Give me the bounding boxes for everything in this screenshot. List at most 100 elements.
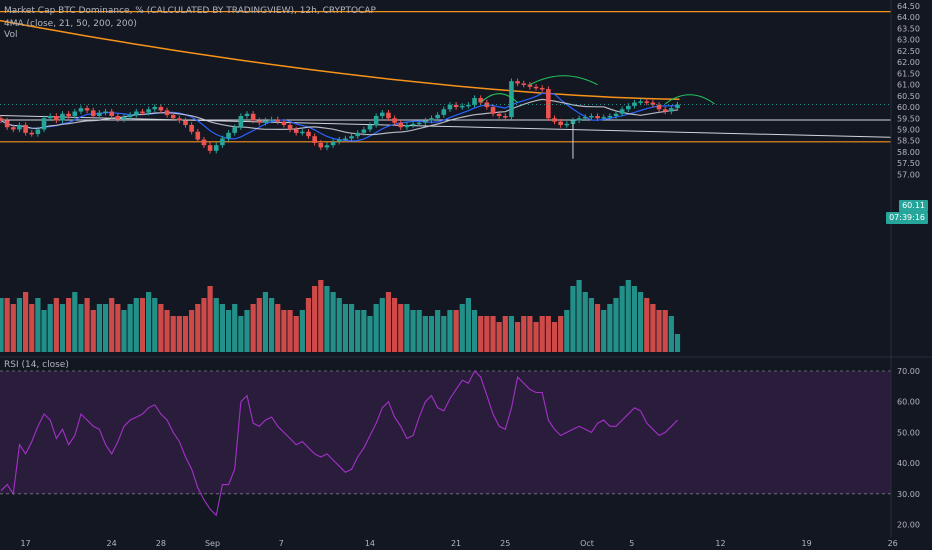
volume-bar bbox=[72, 292, 78, 352]
time-axis-tick-label: 21 bbox=[451, 539, 461, 548]
candle-body bbox=[533, 86, 539, 89]
candle-body bbox=[140, 111, 145, 114]
candle-body bbox=[392, 118, 397, 123]
volume-bar bbox=[78, 304, 84, 352]
candle-body bbox=[35, 129, 41, 134]
price-axis-tick-label: 58.00 bbox=[897, 148, 920, 157]
volume-bar bbox=[324, 286, 330, 352]
price-axis-tick-label: 59.50 bbox=[897, 114, 920, 123]
time-axis-tick-label: 5 bbox=[629, 539, 634, 548]
volume-bar bbox=[66, 298, 72, 352]
volume-bar bbox=[41, 310, 47, 352]
volume-bar bbox=[576, 280, 582, 352]
candle-body bbox=[293, 129, 299, 133]
candle-body bbox=[306, 131, 311, 137]
last-price-tag: 60.11 bbox=[899, 200, 928, 212]
rsi-label[interactable]: RSI (14, close) bbox=[4, 360, 69, 370]
volume-bar bbox=[281, 310, 287, 352]
candle-body bbox=[380, 112, 385, 117]
volume-bar bbox=[484, 316, 490, 352]
candle-body bbox=[121, 117, 127, 120]
volume-bar bbox=[410, 310, 416, 352]
candle-body bbox=[115, 116, 121, 120]
candle-body bbox=[47, 116, 53, 119]
price-axis-tick-label: 57.00 bbox=[897, 170, 920, 179]
volume-bar bbox=[96, 304, 102, 352]
candle-body bbox=[404, 124, 410, 128]
volume-bar bbox=[379, 298, 385, 352]
volume-bar bbox=[502, 316, 508, 352]
candle-body bbox=[300, 131, 305, 134]
candle-body bbox=[183, 120, 188, 125]
candle-body bbox=[361, 129, 367, 133]
volume-bar bbox=[127, 304, 133, 352]
candle-body bbox=[170, 114, 176, 119]
rsi-axis-tick-label: 70.00 bbox=[897, 367, 920, 376]
candle-body bbox=[515, 81, 520, 84]
price-axis-tick-label: 60.00 bbox=[897, 103, 920, 112]
volume-bar bbox=[219, 304, 225, 352]
candle-body bbox=[109, 111, 114, 117]
pattern-arc bbox=[529, 75, 598, 86]
rsi-line bbox=[0, 370, 678, 517]
volume-bar bbox=[588, 298, 594, 352]
candle-body bbox=[466, 104, 471, 107]
volume-bar bbox=[435, 310, 441, 352]
volume-bar bbox=[35, 298, 41, 352]
candle-body bbox=[189, 124, 194, 132]
candle-body bbox=[521, 83, 527, 85]
rsi-axis-tick-label: 50.00 bbox=[897, 428, 920, 437]
candle-body bbox=[373, 116, 379, 125]
candle-body bbox=[244, 113, 250, 117]
volume-bar bbox=[631, 286, 638, 352]
candle-body bbox=[613, 113, 619, 117]
volume-bar bbox=[521, 316, 527, 352]
candle-body bbox=[250, 113, 256, 121]
volume-bar bbox=[607, 304, 613, 352]
rsi-band bbox=[0, 371, 891, 494]
time-axis-tick-label: 12 bbox=[715, 539, 725, 548]
chart-title: Market Cap BTC Dominance, % (CALCULATED … bbox=[4, 6, 376, 16]
volume-bar bbox=[195, 304, 201, 352]
volume-bar bbox=[16, 298, 23, 352]
candle-body bbox=[539, 87, 545, 90]
volume-bar bbox=[90, 310, 96, 352]
volume-bar bbox=[182, 316, 189, 352]
volume-bar bbox=[23, 292, 29, 352]
volume-bar bbox=[545, 316, 551, 352]
candle-body bbox=[226, 132, 231, 139]
volume-bar bbox=[367, 316, 373, 352]
volume-bar bbox=[238, 316, 244, 352]
volume-bar bbox=[213, 298, 219, 352]
volume-bar bbox=[373, 304, 379, 352]
candle-body bbox=[527, 84, 533, 87]
volume-bar bbox=[668, 316, 674, 352]
ma-indicator-label[interactable]: 4MA (close, 21, 50, 200, 200) bbox=[4, 19, 137, 29]
volume-bar bbox=[564, 310, 570, 352]
volume-bar bbox=[102, 304, 109, 352]
volume-bar bbox=[318, 280, 324, 352]
volume-bar bbox=[232, 304, 238, 352]
volume-bar bbox=[650, 304, 656, 352]
volume-bar bbox=[293, 316, 299, 352]
candle-body bbox=[158, 107, 164, 111]
price-axis-tick-label: 62.50 bbox=[897, 47, 920, 56]
volume-bar bbox=[115, 304, 121, 352]
candle-body bbox=[0, 118, 4, 121]
volume-label[interactable]: Vol bbox=[4, 30, 18, 40]
volume-bar bbox=[533, 322, 539, 352]
volume-bar bbox=[250, 304, 256, 352]
candle-body bbox=[669, 108, 674, 112]
rsi-axis-tick-label: 20.00 bbox=[897, 521, 920, 530]
candle-body bbox=[570, 120, 576, 124]
volume-bar bbox=[508, 316, 515, 352]
volume-bar bbox=[398, 304, 404, 352]
candle-body bbox=[619, 109, 625, 114]
candle-body bbox=[23, 124, 28, 133]
volume-bar bbox=[656, 310, 662, 352]
candle-body bbox=[60, 113, 65, 121]
candle-body bbox=[127, 114, 133, 118]
candle-body bbox=[29, 132, 35, 135]
candle-body bbox=[97, 112, 102, 117]
